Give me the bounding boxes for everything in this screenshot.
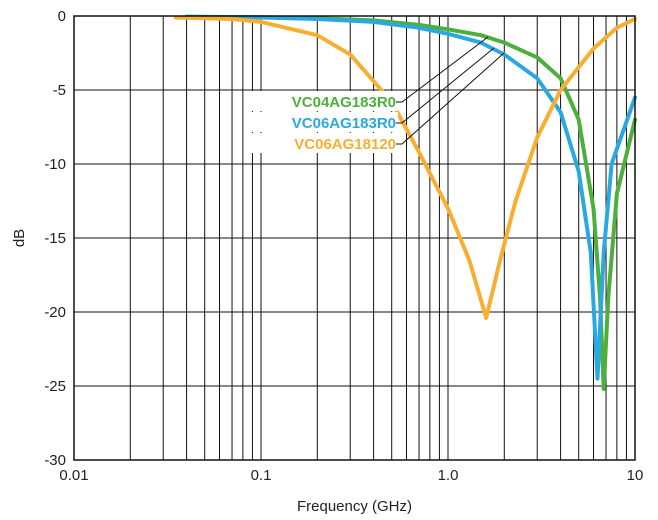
legend-label-1: VC04AG183R0 xyxy=(292,94,396,111)
legend-label-background xyxy=(246,112,398,132)
plot-border xyxy=(73,15,636,461)
grid xyxy=(74,15,635,461)
y-tick-label: -30 xyxy=(44,452,66,469)
y-tick-label: -10 xyxy=(44,156,66,173)
tick-labels: 0 -5 -10 -15 -20 -25 -300.01 0.1 1.0 10 xyxy=(44,8,643,484)
series-line-2 xyxy=(184,14,637,381)
legend-label-3: VC06AG18120 xyxy=(294,136,396,153)
y-tick-label: -20 xyxy=(44,304,66,321)
legend-label-2: VC06AG183R0 xyxy=(292,115,396,132)
plot-frame xyxy=(73,15,636,461)
x-tick-label: 10 xyxy=(627,467,644,484)
legend-leader-line xyxy=(396,52,505,145)
legend-leader-line xyxy=(396,47,495,124)
legend: VC04AG183R0 VC06AG183R0 VC06AG18120 xyxy=(246,36,505,153)
y-axis-label: dB xyxy=(11,229,28,247)
legend-leader-line xyxy=(396,36,489,103)
x-tick-label: 0.01 xyxy=(59,467,88,484)
x-tick-label: 0.1 xyxy=(251,467,272,484)
legend-label-background xyxy=(246,91,398,111)
legend-label-background xyxy=(246,133,398,153)
x-tick-label: 1.0 xyxy=(438,467,459,484)
y-tick-label: -5 xyxy=(53,82,66,99)
y-tick-label: -25 xyxy=(44,378,66,395)
series-line-3 xyxy=(173,15,637,320)
series-line-1 xyxy=(184,14,637,391)
x-axis-label: Frequency (GHz) xyxy=(297,498,412,515)
y-tick-label: -15 xyxy=(44,230,66,247)
y-tick-label: 0 xyxy=(58,8,66,25)
series-layer xyxy=(173,14,637,391)
